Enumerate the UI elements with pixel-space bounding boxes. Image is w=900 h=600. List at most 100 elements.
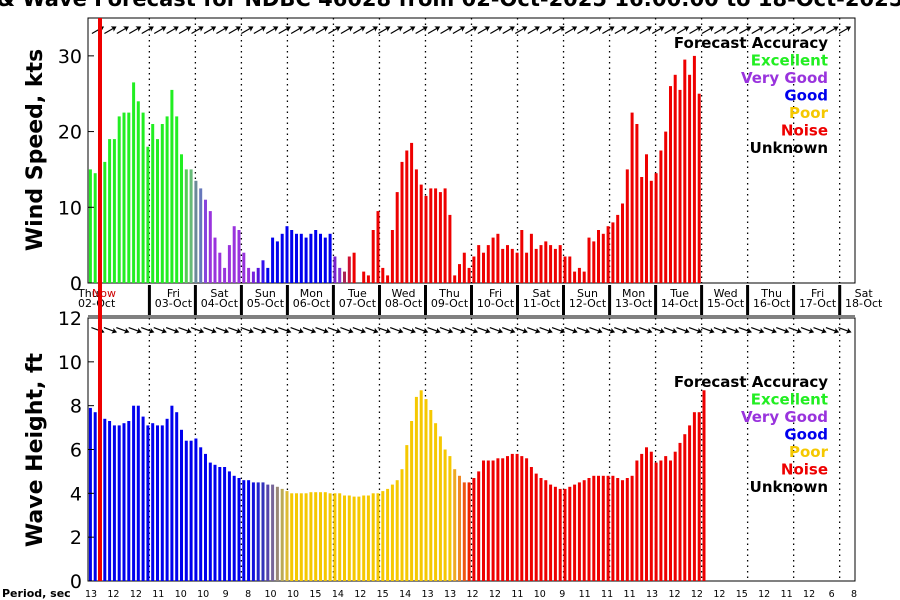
- period-tick-label: 12: [489, 589, 501, 600]
- direction-arrow: [601, 327, 616, 334]
- period-tick-label: 9: [559, 589, 565, 600]
- wave-bar: [462, 482, 466, 581]
- wave-bar: [357, 496, 361, 581]
- direction-arrow: [141, 26, 154, 35]
- wave-bar: [443, 449, 447, 581]
- wind-bar: [625, 169, 629, 283]
- direction-arrow: [788, 26, 802, 35]
- day-name-label: Fri: [167, 287, 180, 300]
- wind-y-tick-label: 20: [58, 122, 82, 144]
- day-name-label: Sun: [255, 287, 276, 300]
- wave-y-tick-label: 4: [70, 483, 82, 505]
- wind-bar: [213, 237, 217, 283]
- wind-bar: [669, 86, 672, 283]
- date-label: 11-Oct: [523, 297, 561, 310]
- day-name-label: Sat: [532, 287, 551, 300]
- wave-bar: [146, 425, 150, 581]
- direction-arrow: [825, 327, 840, 334]
- wind-bar: [678, 89, 682, 284]
- wind-bar: [132, 82, 136, 284]
- wave-bar: [563, 488, 567, 581]
- direction-arrow: [676, 26, 690, 35]
- direction-arrow: [303, 26, 316, 35]
- direction-arrow: [589, 327, 603, 334]
- wave-bar: [204, 453, 207, 581]
- period-tick-label: 13: [444, 589, 456, 600]
- direction-arrow: [452, 327, 466, 334]
- wind-bar: [160, 124, 164, 283]
- wave-bar: [328, 493, 332, 581]
- wind-bar: [170, 89, 174, 284]
- direction-arrow: [439, 327, 454, 334]
- day-separator: [331, 285, 335, 315]
- wind-bar: [477, 245, 481, 283]
- wind-bar: [223, 267, 227, 283]
- direction-arrow: [726, 327, 740, 334]
- day-name-label: Thu: [77, 287, 99, 300]
- day-name-label: Wed: [714, 287, 738, 300]
- wave-bar: [486, 460, 490, 581]
- wave-bar: [414, 396, 418, 581]
- direction-arrow: [240, 327, 254, 334]
- day-name-label: Sat: [210, 287, 229, 300]
- wind-bar: [347, 256, 351, 283]
- direction-arrow: [315, 26, 329, 35]
- wave-bar: [606, 475, 610, 581]
- period-tick-label: 12: [803, 589, 815, 600]
- period-tick-label: 10: [264, 589, 276, 600]
- direction-arrow: [614, 26, 627, 35]
- day-separator: [608, 285, 612, 315]
- day-separator: [838, 285, 842, 315]
- period-tick-label: 10: [534, 589, 546, 600]
- wave-bar: [304, 493, 308, 581]
- period-tick-label: 12: [466, 589, 478, 600]
- wind-bar: [299, 233, 303, 283]
- wave-bar: [592, 475, 596, 581]
- direction-arrow: [141, 327, 155, 334]
- wave-y-tick-label: 10: [58, 352, 82, 374]
- wind-bar: [275, 241, 279, 283]
- wind-bar: [673, 74, 677, 283]
- wave-bar: [424, 399, 428, 581]
- wind-bar: [122, 112, 126, 283]
- wind-bar: [323, 237, 327, 283]
- wind-bar: [654, 173, 658, 283]
- wind-bars: [88, 55, 701, 284]
- wave-bar: [697, 412, 701, 581]
- wind-bar: [256, 267, 260, 283]
- wind-bar: [506, 245, 509, 283]
- wave-bar: [333, 493, 337, 581]
- period-ticks: 13 12 12 11 10 10 9 8 10 10 15 14 12 15 14 13 13 12 12 11 10…: [85, 589, 857, 600]
- day-name-label: Fri: [811, 287, 824, 300]
- wind-bar: [151, 124, 155, 283]
- wind-direction-arrows: [91, 26, 852, 35]
- wind-bar: [414, 169, 418, 283]
- wave-bar: [103, 418, 107, 581]
- direction-arrow: [701, 327, 715, 334]
- wave-bar: [419, 390, 423, 581]
- wind-bar: [266, 267, 270, 283]
- wave-bar: [544, 480, 548, 581]
- day-separator: [792, 285, 796, 315]
- wind-bar: [405, 150, 409, 283]
- wave-bar: [194, 438, 198, 581]
- wind-bar: [175, 116, 179, 284]
- wind-bar: [544, 241, 548, 283]
- direction-arrow: [327, 327, 342, 334]
- wave-height-panel: 0 2 4 6 8 10 12 Wave Height, ft Forecast Accur…: [23, 308, 856, 593]
- wind-bar: [304, 237, 308, 283]
- period-tick-label: 11: [152, 589, 164, 600]
- wind-bar: [462, 252, 466, 283]
- direction-arrow: [203, 327, 217, 334]
- wind-x-ticks: Thu02-OctFri03-OctSat04-OctSun05-OctMon0…: [77, 285, 883, 317]
- direction-arrow: [589, 26, 603, 35]
- direction-arrow: [415, 26, 428, 35]
- wind-bar: [558, 245, 562, 283]
- wind-bar: [103, 161, 107, 283]
- direction-arrow: [290, 327, 304, 334]
- wind-bar: [472, 256, 476, 283]
- wave-bar: [366, 495, 370, 581]
- wave-bar: [271, 484, 275, 581]
- day-name-label: Fri: [489, 287, 502, 300]
